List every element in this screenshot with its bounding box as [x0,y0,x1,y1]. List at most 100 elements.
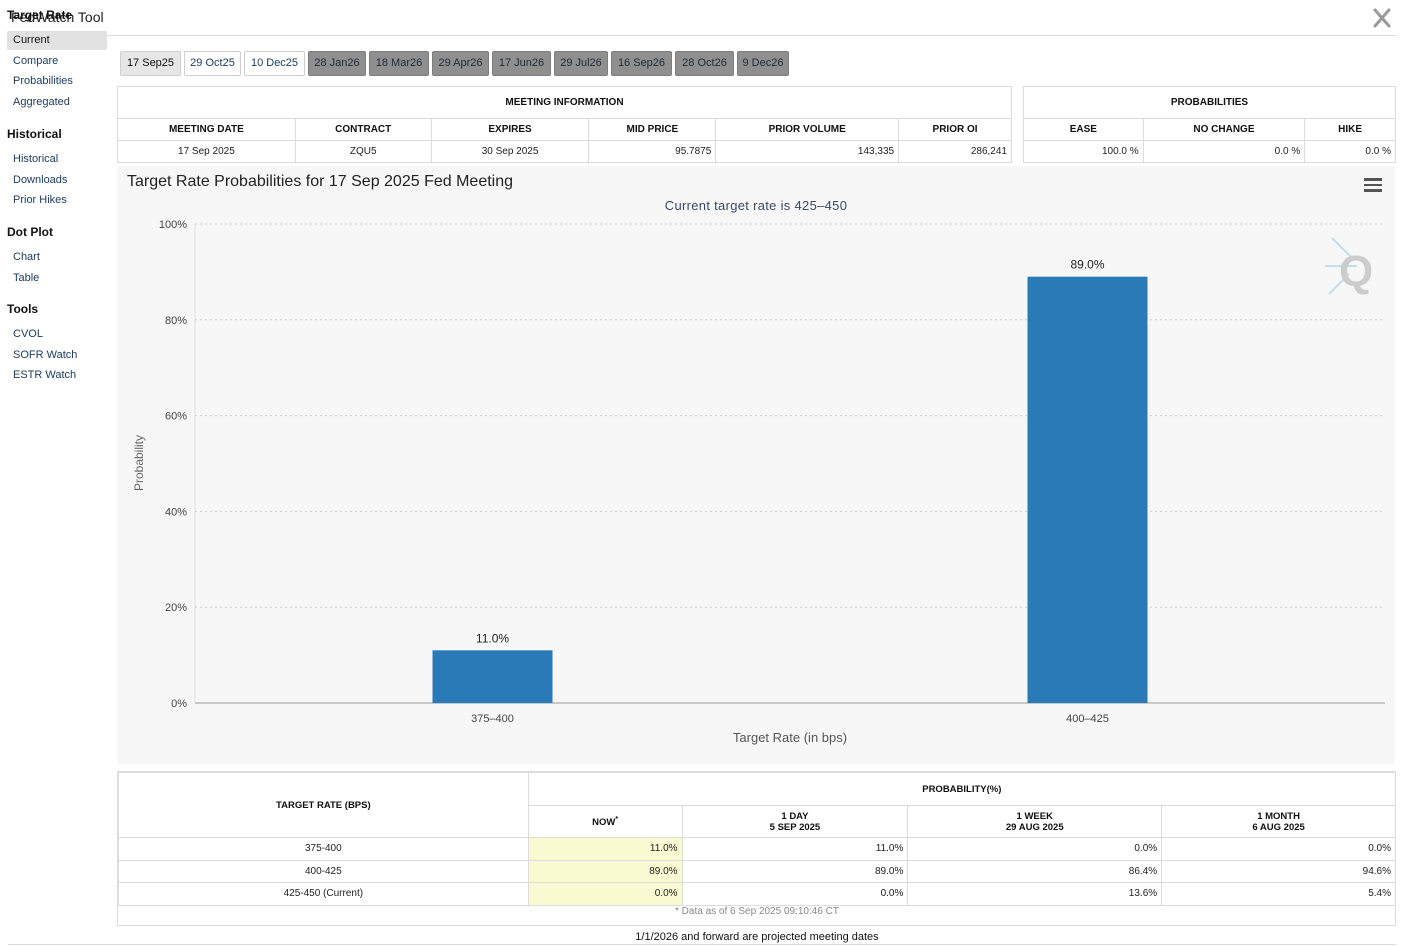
prob-col-ease: EASE [1023,118,1144,141]
now-marker: * [615,816,619,824]
probability-table-panel: TARGET RATE (BPS) PROBABILITY(%) NOW* 1 DAY… [117,771,1397,926]
rate-cell: 375-400 [118,837,529,861]
meeting-col-meeting-date: MEETING DATE [117,118,296,141]
tab-meeting-16-sep26[interactable]: 16 Sep26 [611,51,672,76]
rate-cell: 425-450 (Current) [118,882,529,906]
tab-meeting-28-oct26[interactable]: 28 Oct26 [675,51,734,76]
tab-meeting-29-apr26[interactable]: 29 Apr26 [432,51,489,76]
probability-table: TARGET RATE (BPS) PROBABILITY(%) NOW* 1 DAY… [118,772,1397,906]
table-row: 425-450 (Current) 0.0% 0.0% 13.6% 5.4% [118,882,1396,906]
prob-col-1-week: 1 WEEK 29 AUG 2025 [907,805,1163,838]
sidebar-item-prior-hikes[interactable]: Prior Hikes [13,194,67,207]
prob-col-1-day: 1 DAY 5 SEP 2025 [681,805,909,838]
sidebar-item-aggregated[interactable]: Aggregated [13,95,70,108]
y-tick-label: 20% [165,602,187,614]
probability-cell: 13.6% [907,882,1163,906]
sidebar-item-probabilities[interactable]: Probabilities [13,75,73,88]
col-label: 1 WEEK [1016,810,1053,822]
prob-col-no-change: NO CHANGE [1142,118,1306,141]
meeting-col-contract: CONTRACT [294,118,432,141]
sidebar-item-table[interactable]: Table [13,271,40,284]
meeting-col-mid-price: MID PRICE [588,118,717,141]
tab-meeting-28-jan26[interactable]: 28 Jan26 [308,51,366,76]
data-timestamp-note: * Data as of 6 Sep 2025 09:10:46 CT [675,906,839,917]
title-bar: FedWatch Tool [0,0,1404,36]
probability-group-header: PROBABILITY(%) [527,772,1397,806]
chart-menu-icon[interactable] [1364,178,1382,192]
prob-value-hike: 0.0 % [1304,140,1396,163]
sidebar-item-estr-watch[interactable]: ESTR Watch [13,369,77,382]
meeting-info-header: MEETING INFORMATION [117,86,1012,119]
sidebar-item-sofr-watch[interactable]: SOFR Watch [13,348,78,361]
tab-meeting-9-dec26[interactable]: 9 Dec26 [737,51,789,76]
tab-meeting-29-oct25[interactable]: 29 Oct25 [184,51,241,76]
probability-cell: 86.4% [907,859,1163,883]
tab-meeting-17-sep25[interactable]: 17 Sep25 [120,51,181,76]
y-tick-label: 100% [159,219,187,231]
sidebar-item-compare[interactable]: Compare [13,54,59,67]
prob-col-now: NOW* [527,805,683,838]
sidebar-item-downloads[interactable]: Downloads [13,173,68,186]
rate-cell: 400-425 [118,859,529,883]
sidebar-item-chart[interactable]: Chart [13,251,40,263]
col-label: NOW [592,817,616,829]
sidebar-item-current[interactable]: Current [7,31,107,50]
x-axis-title: Target Rate (in bps) [733,730,847,745]
probability-cell: 94.6% [1161,859,1396,883]
meeting-value-prior-volume: 143,335 [715,140,900,163]
footer-divider [8,944,1396,945]
data-label: 89.0% [1070,258,1104,272]
meeting-col-prior-volume: PRIOR VOLUME [715,118,900,141]
meeting-col-expires: EXPIRES [430,118,590,141]
tab-meeting-18-mar26[interactable]: 18 Mar26 [369,51,429,76]
y-tick-label: 60% [165,411,187,423]
probability-cell: 0.0% [1161,837,1396,861]
meeting-value-mid-price: 95.7875 [588,140,717,163]
x-tick-label: 375–400 [471,713,514,725]
chart-title: Target Rate Probabilities for 17 Sep 202… [127,173,514,190]
title-divider [8,35,1396,36]
projected-dates-footnote: 1/1/2026 and forward are projected meeti… [635,931,879,943]
meeting-value-expires: 30 Sep 2025 [430,140,590,163]
bar-chart: 0% 20% 40% 60% 80% 100% 11.0% 375–400 89.0% 400–4… [132,219,1385,745]
meeting-value-prior-oi: 286,241 [898,140,1012,163]
bar-400–425 [1027,276,1148,703]
tab-meeting-17-jun26[interactable]: 17 Jun26 [492,51,551,76]
col-label: 1 DAY [781,810,809,822]
chart-subtitle: Current target rate is 425–450 [664,198,848,213]
col-date: 29 AUG 2025 [1005,821,1064,833]
sidebar-item-historical[interactable]: Historical [13,153,59,165]
probabilities-header: PROBABILITIES [1023,86,1396,119]
y-tick-label: 0% [171,698,187,710]
sidebar-section-tools: Tools [7,302,39,316]
probability-cell: 0.0% [527,882,683,906]
col-date: 6 AUG 2025 [1252,821,1305,833]
quikstrike-logo-icon: Q [1325,237,1373,296]
col-label: 1 MONTH [1257,810,1300,822]
y-tick-label: 80% [165,315,187,327]
prob-col-1-month: 1 MONTH 6 AUG 2025 [1161,805,1396,838]
sidebar-section-historical: Historical [7,127,62,141]
sidebar-section-target-rate: Target Rate [7,8,73,22]
table-row: 375-400 11.0% 11.0% 0.0% 0.0% [118,837,1396,861]
probability-cell: 89.0% [681,859,909,883]
probability-cell: 11.0% [681,837,909,861]
sidebar-section-dot-plot: Dot Plot [7,225,53,239]
probability-cell: 89.0% [527,859,683,883]
y-tick-label: 40% [165,506,187,518]
tab-meeting-29-jul26[interactable]: 29 Jul26 [554,51,608,76]
meeting-info-table: MEETING INFORMATION MEETING DATE CONTRACT… [117,86,1012,163]
chart-panel: 0% 20% 40% 60% 80% 100% 11.0% 375–400 89.0% 400–4… [117,166,1395,764]
table-row: 400-425 89.0% 89.0% 86.4% 94.6% [118,859,1396,883]
prob-value-no-change: 0.0 % [1142,140,1306,163]
meeting-col-prior-oi: PRIOR OI [898,118,1012,141]
tab-meeting-10-dec25[interactable]: 10 Dec25 [244,51,305,76]
probabilities-table: PROBABILITIES EASE NO CHANGE HIKE 100.0 % 0… [1023,86,1396,163]
data-label: 11.0% [476,631,509,645]
probability-cell: 11.0% [527,837,683,861]
bar-375–400 [432,650,553,703]
close-icon[interactable] [1372,8,1392,28]
x-tick-label: 400–425 [1066,713,1109,725]
sidebar-item-cvol[interactable]: CVOL [13,328,43,340]
col-date: 5 SEP 2025 [769,821,821,833]
